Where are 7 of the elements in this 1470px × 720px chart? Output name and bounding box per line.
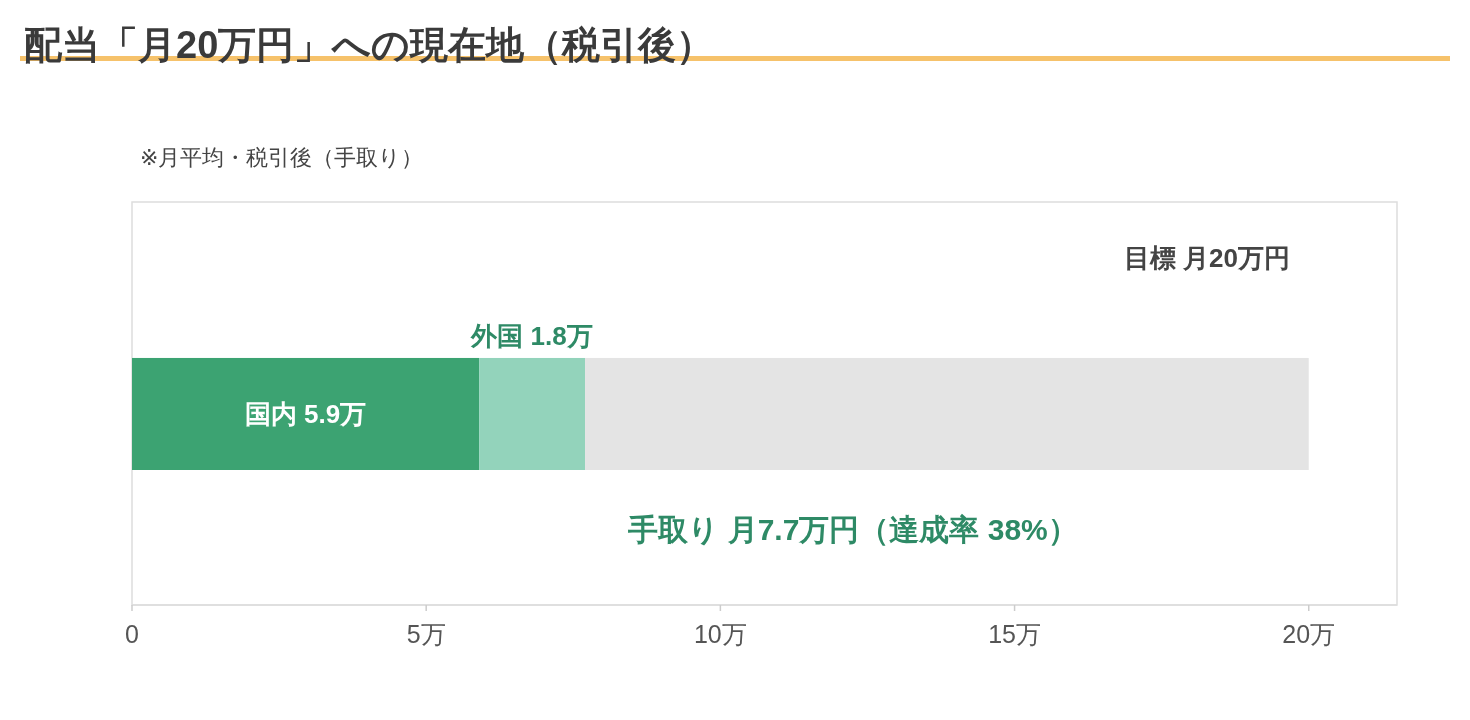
tick-label: 20万 [1282,620,1336,648]
tick-label: 15万 [988,620,1041,648]
tick-label: 5万 [406,620,446,648]
tick-label: 10万 [693,620,747,648]
tick-label: 0 [125,620,139,648]
title: 配当「月20万円」への現在地（税引後） [24,24,715,66]
subtitle: ※月平均・税引後（手取り） [140,145,424,170]
